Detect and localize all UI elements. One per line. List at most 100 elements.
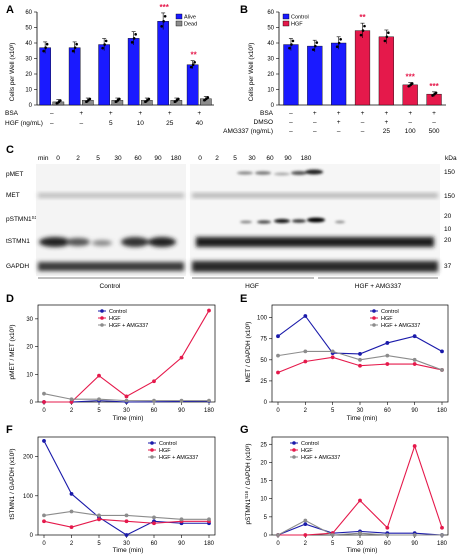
condition-cell: +	[313, 110, 317, 117]
blot-bands-met	[38, 193, 438, 198]
legend-marker	[372, 316, 376, 320]
legend-marker	[100, 309, 104, 313]
bar-control	[331, 42, 347, 106]
series-point	[124, 394, 129, 399]
data-dot	[134, 33, 137, 36]
bar-alive	[98, 44, 110, 106]
series-point	[303, 349, 308, 354]
kda-150-b: 150	[444, 193, 455, 200]
x-tick-label: 0	[42, 408, 46, 414]
blot-bands-gapdh	[38, 261, 438, 272]
x-tick-label: 60	[151, 541, 158, 547]
series-point	[303, 522, 308, 527]
series-point	[179, 398, 184, 403]
series-point	[276, 334, 280, 339]
x-tick-label: 5	[331, 541, 335, 547]
time-label-control: 2	[76, 155, 80, 162]
series-point	[42, 513, 46, 518]
y-tick-label: 30	[26, 317, 33, 323]
condition-cell: +	[138, 110, 142, 117]
x-tick-label: 5	[331, 408, 335, 414]
data-dot	[118, 97, 121, 101]
time-label-control: 30	[114, 155, 122, 162]
series-point	[42, 391, 46, 396]
panel-a-row-label-hgf: HGF (ng/mL)	[5, 120, 43, 127]
data-dot	[177, 97, 180, 101]
bar-hgf	[378, 36, 394, 106]
series-point	[152, 515, 156, 520]
x-tick-label: 60	[384, 408, 391, 414]
data-dot	[55, 101, 59, 105]
bar-alive	[39, 47, 51, 106]
legend-marker	[292, 455, 296, 459]
y-tick-label: 0	[30, 400, 34, 406]
kda-20-b: 20	[444, 237, 452, 244]
plot-frame	[271, 436, 449, 536]
y-tick-label: 60	[25, 10, 32, 16]
bar-control	[307, 45, 323, 106]
data-dot	[385, 35, 389, 39]
series-point	[276, 533, 280, 537]
bar-hgf	[354, 30, 371, 106]
y-tick-label: 10	[267, 88, 274, 94]
data-dot	[130, 41, 134, 44]
legend-label: HGF + AMG337	[109, 323, 148, 329]
data-dot	[144, 100, 147, 104]
panel-e-ylabel: MET / GAPDH (x10³)	[245, 322, 252, 383]
y-tick-label: 50	[267, 26, 274, 32]
condition-cell: –	[313, 119, 317, 126]
x-tick-label: 2	[70, 541, 74, 547]
significance-marker: ***	[406, 73, 416, 82]
data-dot	[101, 46, 104, 50]
data-dot	[163, 14, 167, 18]
time-label-control: 0	[56, 155, 60, 162]
data-dot	[42, 49, 45, 53]
data-dot	[288, 46, 291, 50]
condition-cell: –	[50, 120, 54, 127]
x-tick-label: 60	[384, 541, 391, 547]
condition-cell: 5	[109, 120, 113, 127]
panel-b-legend: Control HGF	[282, 13, 309, 28]
y-tick-label: 30	[25, 57, 32, 63]
x-tick-label: 0	[42, 541, 46, 547]
y-tick-label: 200	[23, 455, 34, 461]
y-tick-label: 10	[26, 372, 33, 378]
series-point	[440, 368, 444, 372]
data-dot	[206, 96, 210, 99]
x-tick-label: 180	[204, 541, 215, 547]
panel-a-ylabel: Cells per Well (x10³)	[9, 43, 16, 102]
data-dot	[75, 42, 78, 46]
group-label-hgf: HGF	[245, 283, 259, 290]
panel-g-label: G	[240, 424, 249, 436]
condition-cell: 10	[137, 120, 145, 127]
condition-cell: +	[384, 110, 388, 117]
panel-f-xlabel: Time (min)	[113, 547, 144, 554]
panel-a-condition-rows: – + + + + + – – 5 10 25 40	[50, 110, 203, 127]
series-point	[412, 334, 417, 339]
data-dot	[162, 20, 165, 23]
condition-cell: +	[109, 110, 113, 117]
kda-10: 10	[444, 226, 452, 233]
data-dot	[339, 37, 342, 41]
series-point	[97, 373, 101, 378]
legend-label: HGF + AMG337	[301, 455, 340, 461]
blot-bands-pmet	[237, 169, 323, 176]
x-tick-label: 30	[357, 541, 364, 547]
x-tick-label: 30	[123, 408, 130, 414]
data-dot	[361, 29, 365, 32]
legend-marker	[150, 441, 154, 445]
bar-alive	[127, 38, 140, 106]
time-label-control: 180	[171, 155, 182, 162]
series-point	[207, 308, 211, 313]
y-tick-label: 40	[25, 41, 32, 47]
bar-control	[283, 44, 299, 106]
data-dot	[103, 43, 106, 46]
data-dot	[203, 98, 206, 102]
legend-alive: Alive	[184, 15, 196, 21]
data-dot	[337, 41, 341, 45]
y-tick-label: 50	[25, 26, 32, 32]
data-dot	[315, 41, 319, 44]
bar-alive	[157, 21, 169, 106]
condition-cell: +	[168, 110, 172, 117]
